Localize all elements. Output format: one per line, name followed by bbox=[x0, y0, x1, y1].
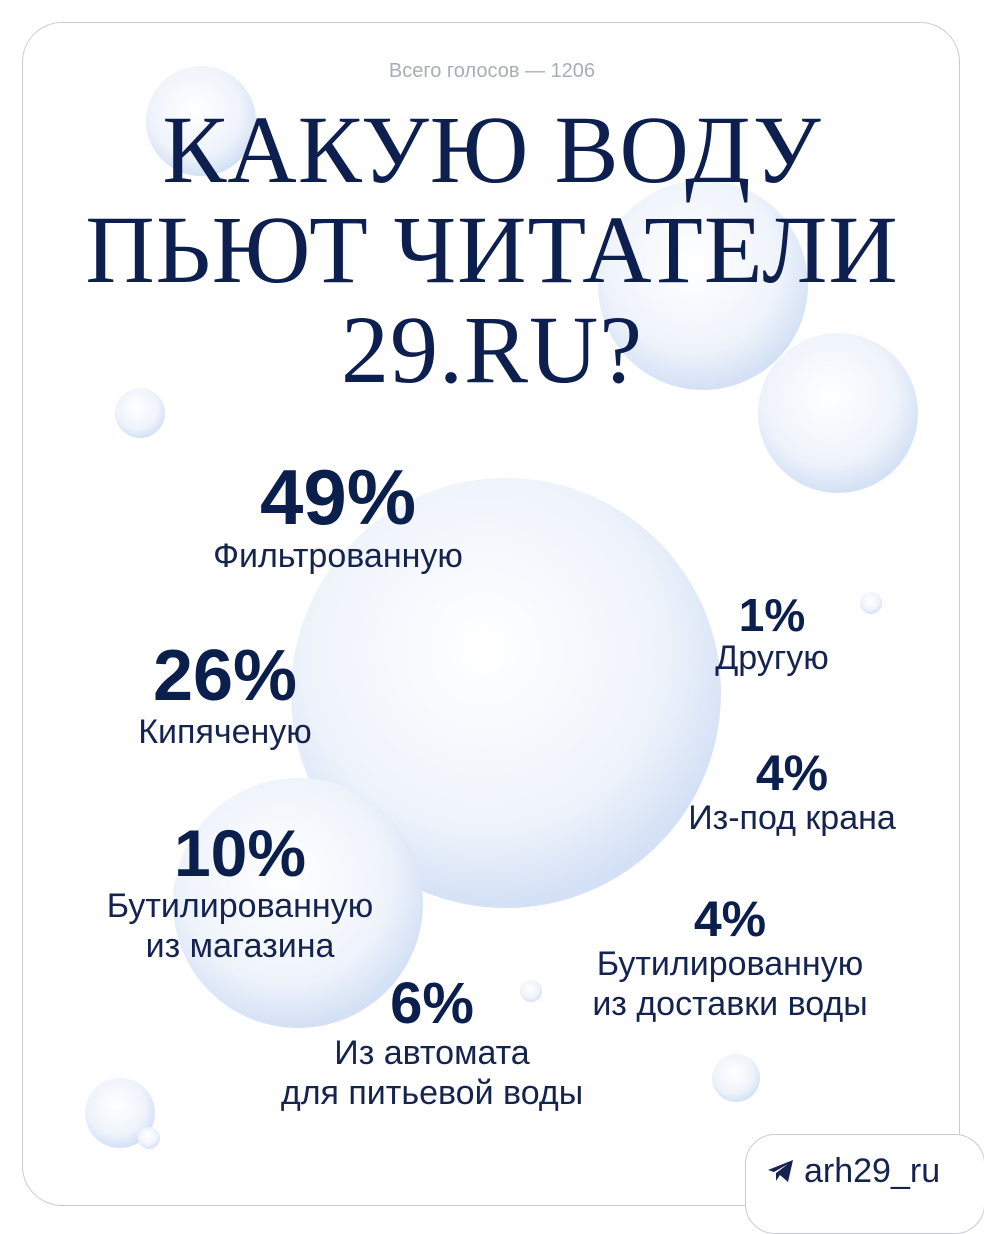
answer-label: из магазина bbox=[145, 927, 335, 965]
bubble bbox=[598, 180, 808, 390]
percent: 6% bbox=[390, 971, 474, 1036]
answer-label: из доставки воды bbox=[592, 985, 868, 1023]
percent: 4% bbox=[755, 745, 829, 801]
result: 4% Бутилированную из доставки воды bbox=[592, 894, 867, 1024]
bubble bbox=[138, 1127, 160, 1149]
telegram-icon bbox=[768, 1160, 793, 1182]
answer-label: Кипяченую bbox=[138, 713, 312, 751]
title-line: 29.RU? bbox=[341, 296, 643, 403]
answer-label: для питьевой воды bbox=[280, 1074, 584, 1112]
title-line: КАКУЮ ВОДУ bbox=[162, 96, 822, 203]
bubble bbox=[758, 333, 918, 493]
result: 49% Фильтрованную bbox=[213, 458, 463, 576]
bubble bbox=[712, 1054, 760, 1102]
result: 1% Другую bbox=[715, 592, 828, 678]
bubble bbox=[85, 1078, 155, 1148]
total-votes: Всего голосов — 1206 bbox=[388, 60, 596, 82]
title-line: ПЬЮТ ЧИТАТЕЛИ bbox=[85, 196, 899, 303]
result: 26% Кипяченую bbox=[138, 640, 312, 752]
bubble bbox=[520, 980, 542, 1002]
answer-label: Бутилированную bbox=[596, 945, 864, 983]
answer-label: Из автомата bbox=[334, 1034, 530, 1072]
bubble bbox=[115, 388, 165, 438]
percent: 1% bbox=[738, 589, 806, 641]
bubble-group bbox=[85, 66, 918, 1149]
bubbles bbox=[85, 66, 918, 1149]
card bbox=[22, 22, 960, 1206]
result: 4% Из-под крана bbox=[688, 748, 896, 838]
percent: 4% bbox=[693, 891, 767, 947]
result: 6% Из автомата для питьевой воды bbox=[281, 975, 583, 1113]
bubble bbox=[146, 66, 256, 176]
percent: 49% bbox=[259, 453, 417, 541]
percent: 10% bbox=[173, 816, 307, 890]
percent: 26% bbox=[152, 636, 298, 716]
result: 10% Бутилированную из магазина bbox=[107, 820, 373, 966]
answer-label: Бутилированную bbox=[106, 887, 374, 925]
answer-label: Из-под крана bbox=[688, 799, 896, 837]
footer-tab bbox=[745, 1134, 984, 1234]
bubble bbox=[173, 778, 423, 1028]
bubble bbox=[291, 478, 721, 908]
bubble bbox=[860, 592, 882, 614]
answer-label: Фильтрованную bbox=[213, 537, 463, 575]
handle[interactable]: arh29_ru bbox=[804, 1152, 941, 1190]
answer-label: Другую bbox=[715, 639, 829, 677]
